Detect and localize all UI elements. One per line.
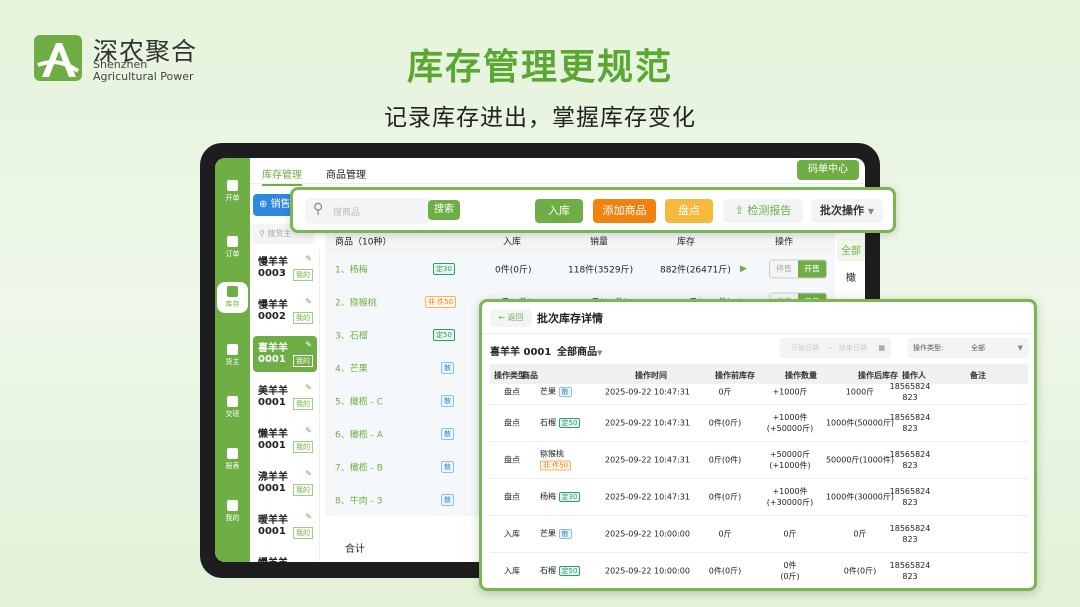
warehouse-icon xyxy=(227,286,238,297)
pie-chart-icon xyxy=(227,448,238,459)
category-filter: 全部 橄 xyxy=(837,238,865,292)
calendar-icon: ▦ xyxy=(878,344,885,352)
stocktake-button[interactable]: 盘点 xyxy=(665,199,713,223)
search-icon: ⚲ xyxy=(313,201,324,217)
stock-in-button[interactable]: 入库 xyxy=(535,199,583,223)
date-range-picker[interactable]: 开始日期 - 结束日期 ▦ xyxy=(779,338,891,358)
product-type-badge: 散 xyxy=(441,361,454,374)
tab-inventory[interactable]: 库存管理 xyxy=(262,166,302,186)
sidebar: 开单订单库存货主交班报表我的 xyxy=(215,158,250,562)
subheadline: 记录库存进出，掌握库存变化 xyxy=(384,105,696,131)
product-type-badge: 散 xyxy=(441,394,454,407)
seller-item[interactable]: 暖羊羊 0001 我的 ✎ xyxy=(258,512,313,539)
product-type-badge: 定50 xyxy=(433,328,455,341)
sidebar-item-0[interactable]: 开单 xyxy=(215,180,250,203)
filter-olive[interactable]: 橄 xyxy=(846,273,856,284)
edit-icon: ✎ xyxy=(305,426,312,435)
product-type-badge: 散 xyxy=(441,427,454,440)
product-type-badge: 非 件50 xyxy=(425,295,457,308)
total-label: 合计 xyxy=(345,544,365,555)
search-button[interactable]: 搜索 xyxy=(428,200,460,220)
detail-row: 入库 石榴 定50 2025-09-22 10:00:00 0件(0斤) 0件 … xyxy=(490,553,1028,588)
seller-item[interactable]: 慢羊羊 xyxy=(253,551,317,562)
edit-icon: ✎ xyxy=(305,297,312,306)
edit-icon: ✎ xyxy=(305,469,312,478)
detail-row: 盘点 芒果 散 2025-09-22 10:47:31 0斤 +1000斤 10… xyxy=(490,379,1028,405)
sidebar-item-5[interactable]: 报表 xyxy=(215,448,250,471)
batch-stock-detail-dialog: ← 返回 批次库存详情 喜羊羊 0001 全部商品▼ 开始日期 - 结束日期 ▦ 操作… xyxy=(479,299,1037,591)
expand-arrow-icon[interactable]: ▶ xyxy=(740,263,747,274)
sidebar-item-2[interactable]: 库存 xyxy=(217,282,248,313)
seller-item[interactable]: 慢羊羊 0002 我的 ✎ xyxy=(258,297,313,324)
dialog-title: 批次库存详情 xyxy=(537,312,603,325)
clipboard-icon xyxy=(227,236,238,247)
seller-item[interactable]: 喜羊羊 0001 我的 ✎ xyxy=(253,336,317,372)
toolbar: ⚲ 搜商品 搜索 入库 添加商品 盘点 ⇪ 检测报告 批次操作 ▼ xyxy=(290,187,896,233)
sidebar-item-3[interactable]: 货主 xyxy=(215,344,250,367)
product-type-badge: 定30 xyxy=(433,262,455,275)
back-button[interactable]: ← 返回 xyxy=(490,309,532,327)
edit-icon: ✎ xyxy=(305,512,312,521)
tab-products[interactable]: 商品管理 xyxy=(326,170,366,181)
operation-type-select[interactable]: 操作类型: 全部 ▼ xyxy=(907,338,1029,358)
download-icon xyxy=(227,180,238,191)
brand-name-en: Shenzhen Agricultural Power xyxy=(93,58,194,83)
seller-item[interactable]: 沸羊羊 0001 我的 ✎ xyxy=(258,469,313,496)
detail-table-header: 操作类型 商品 操作时间 操作前库存 操作数量 操作后库存 操作人 备注 xyxy=(490,364,1028,384)
filter-all[interactable]: 全部 xyxy=(837,238,865,261)
seller-item[interactable]: 慢羊羊 0003 我的 ✎ xyxy=(258,254,313,281)
headline: 库存管理更规范 xyxy=(406,47,673,88)
detail-row: 入库 芒果 散 2025-09-22 10:00:00 0斤 0斤 0斤 185… xyxy=(490,516,1028,553)
seller-item[interactable]: 懒羊羊 0001 我的 ✎ xyxy=(258,426,313,453)
caret-down-icon: ▼ xyxy=(1017,344,1023,352)
detail-row: 盘点 杨梅 定30 2025-09-22 10:47:31 0件(0斤) +10… xyxy=(490,479,1028,516)
user-icon xyxy=(227,500,238,511)
seller-item[interactable]: 美羊羊 0001 我的 ✎ xyxy=(258,383,313,410)
sidebar-item-4[interactable]: 交班 xyxy=(215,396,250,419)
seller-list: 慢羊羊 0003 我的 ✎ 慢羊羊 0002 我的 ✎ 喜羊羊 0001 我的 ✎ 美羊羊 0001 我的 ✎… xyxy=(250,250,320,562)
sale-toggle[interactable]: 停售开售 xyxy=(769,259,827,278)
edit-icon: ✎ xyxy=(305,254,312,263)
edit-icon: ✎ xyxy=(305,383,312,392)
owner-label: 喜羊羊 0001 xyxy=(490,347,552,358)
code-center-button[interactable]: 码单中心 xyxy=(797,160,859,180)
table-header: 商品（10种） 入库 销量 库存 操作 xyxy=(325,230,835,252)
add-product-button[interactable]: 添加商品 xyxy=(593,199,656,223)
brand-name: 深农聚合 xyxy=(93,37,198,66)
product-type-badge: 散 xyxy=(441,493,454,506)
upload-icon: ⇪ xyxy=(734,204,744,217)
sidebar-item-6[interactable]: 我的 xyxy=(215,500,250,523)
users-icon xyxy=(227,396,238,407)
batch-operation-dropdown[interactable]: 批次操作 ▼ xyxy=(811,199,883,223)
product-search-input[interactable]: ⚲ 搜商品 xyxy=(305,198,430,224)
sidebar-item-1[interactable]: 订单 xyxy=(215,236,250,259)
table-row[interactable]: 1、杨梅 定30 0件(0斤) 118件(3529斤) 882件(26471斤) ▶ … xyxy=(325,252,835,285)
detail-row: 盘点 石榴 定50 2025-09-22 10:47:31 0件(0斤) +10… xyxy=(490,405,1028,442)
edit-icon: ✎ xyxy=(305,340,312,349)
brand-logo xyxy=(34,35,82,81)
caret-down-icon: ▼ xyxy=(867,207,874,216)
detail-row: 盘点 猕猴桃非 件50 2025-09-22 10:47:31 0斤(0件) +… xyxy=(490,442,1028,479)
product-type-badge: 散 xyxy=(441,460,454,473)
owner-icon xyxy=(227,344,238,355)
report-button[interactable]: ⇪ 检测报告 xyxy=(723,199,803,223)
product-filter-dropdown[interactable]: 全部商品▼ xyxy=(557,347,603,358)
tab-bar: 库存管理 商品管理 码单中心 xyxy=(250,158,865,186)
